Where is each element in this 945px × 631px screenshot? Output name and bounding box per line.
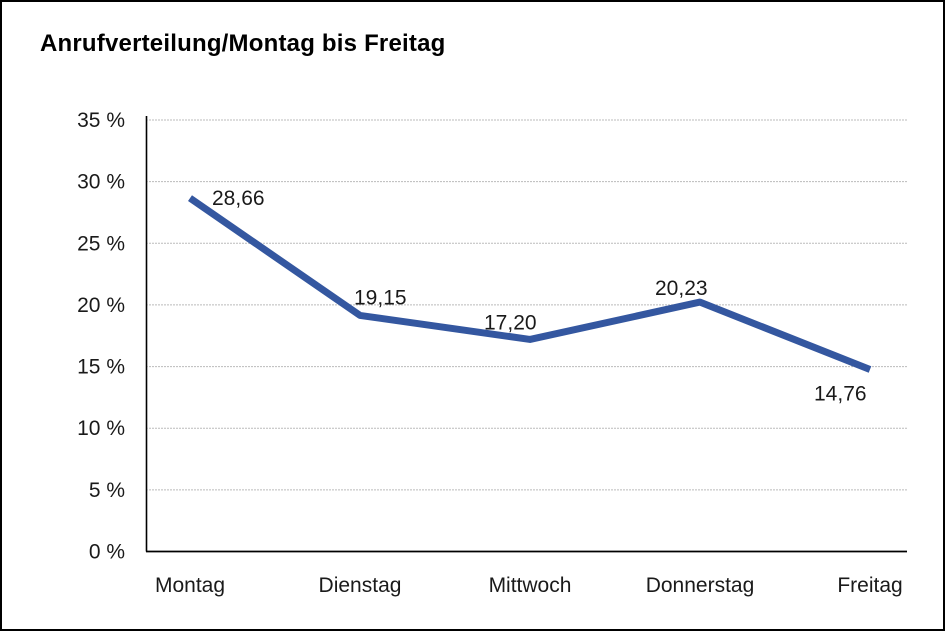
y-tick-label: 5 % (89, 479, 125, 502)
x-category-label: Freitag (837, 574, 902, 597)
y-tick-label: 35 % (77, 109, 125, 132)
chart-title: Anrufverteilung/Montag bis Freitag (40, 30, 446, 57)
data-line (188, 195, 872, 373)
x-category-label: Donnerstag (646, 574, 755, 597)
y-tick-label: 15 % (77, 356, 125, 379)
data-point-label: 28,66 (212, 187, 265, 210)
x-category-label: Mittwoch (489, 574, 572, 597)
y-tick-label: 0 % (89, 541, 125, 564)
data-point-label: 19,15 (354, 286, 407, 309)
y-tick-label: 25 % (77, 232, 125, 255)
y-tick-label: 10 % (77, 417, 125, 440)
x-category-label: Dienstag (319, 574, 402, 597)
data-point-label: 14,76 (814, 383, 867, 406)
y-tick-label: 30 % (77, 171, 125, 194)
x-category-label: Montag (155, 574, 225, 597)
data-point-label: 20,23 (655, 277, 708, 300)
y-tick-label: 20 % (77, 294, 125, 317)
data-point-label: 17,20 (484, 311, 537, 334)
